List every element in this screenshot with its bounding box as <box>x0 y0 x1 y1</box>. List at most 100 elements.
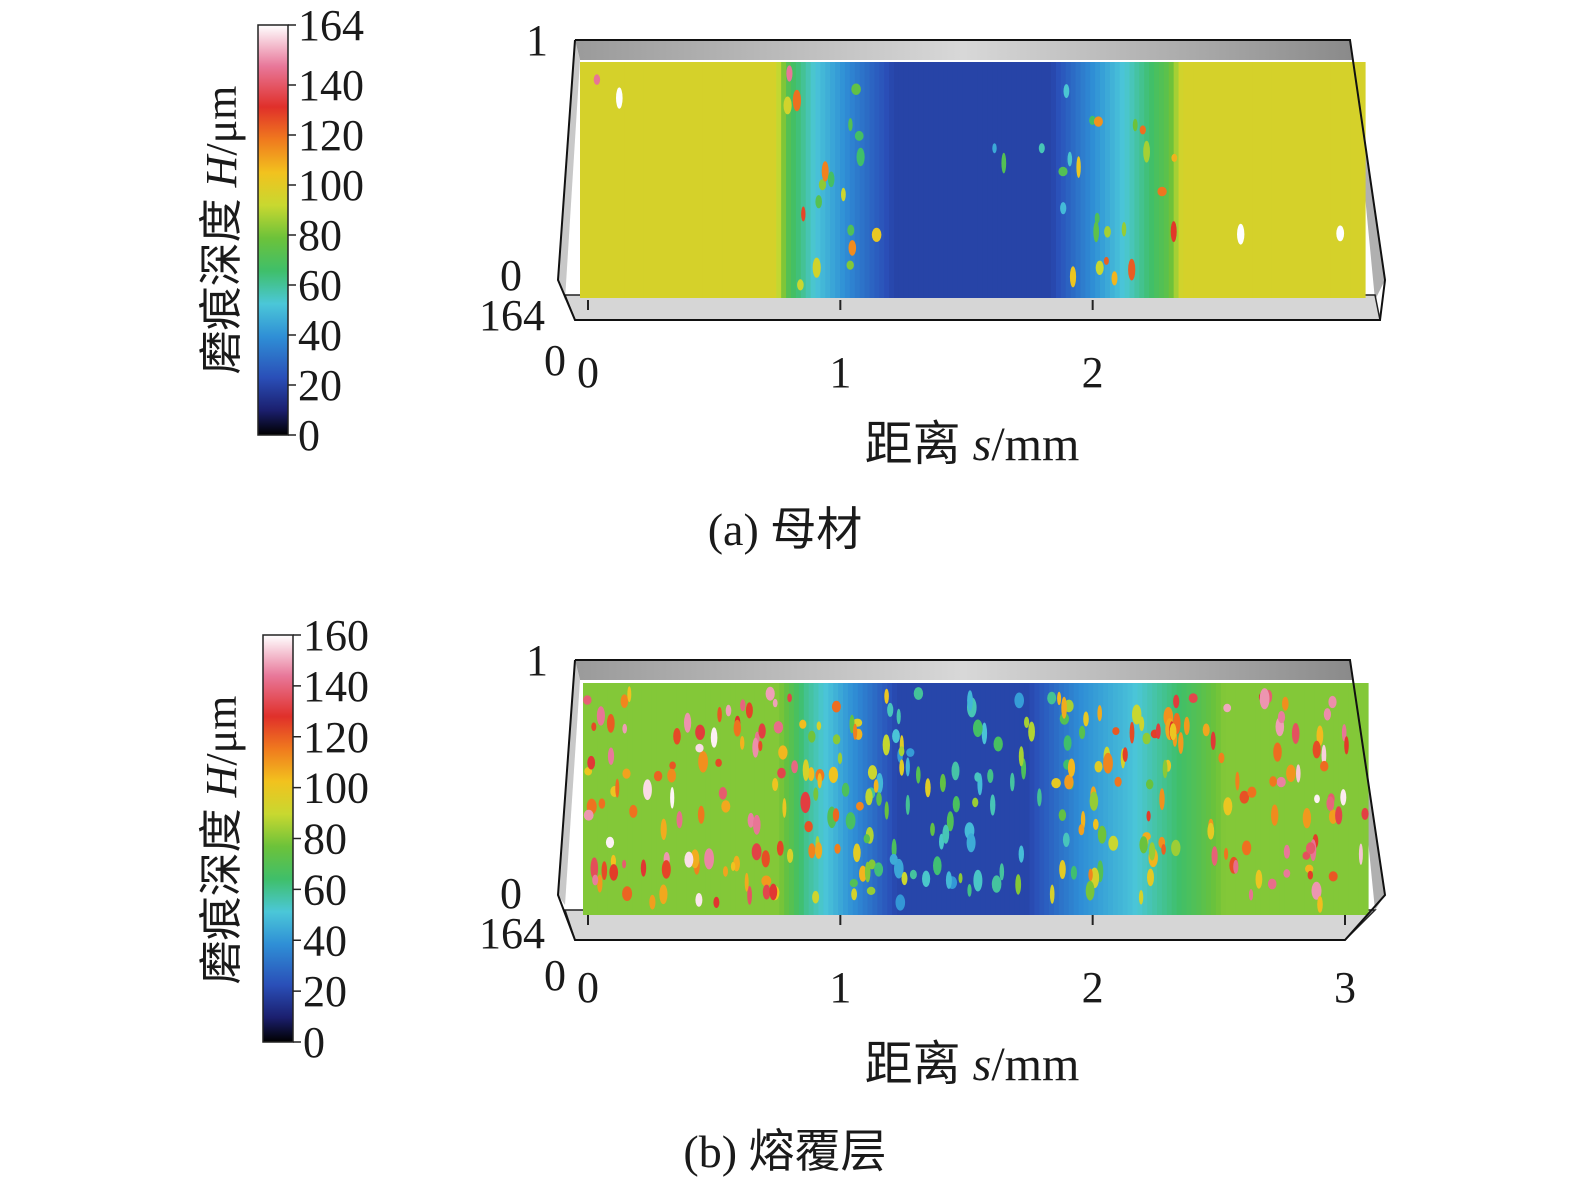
surface-peak <box>967 690 973 711</box>
surface-strip <box>681 683 687 915</box>
surface-strip <box>599 62 606 298</box>
surface-peak <box>1147 868 1154 887</box>
surface-strip <box>1070 62 1077 298</box>
surface-strip <box>1237 62 1243 298</box>
surface-peak <box>874 862 884 877</box>
surface-strip <box>1152 683 1158 915</box>
surface-strip <box>1345 62 1351 298</box>
surface-peak <box>791 760 798 774</box>
surface-strip <box>1250 683 1256 915</box>
surface-peak <box>853 843 861 863</box>
surface-peak <box>981 722 988 745</box>
surface-strip <box>678 62 684 298</box>
surface-peak <box>1335 806 1343 825</box>
surface-strip <box>668 62 674 298</box>
surface-peak <box>899 759 905 776</box>
surface-peak <box>684 851 694 868</box>
surface-strip <box>818 683 825 915</box>
surface-peak <box>1283 844 1290 859</box>
surface-strip <box>666 683 672 915</box>
panel-a: 164 140 120 100 80 60 40 20 0 磨痕深度 H/μm 1 0 164 … <box>0 0 1575 590</box>
surface-strip <box>1306 62 1312 298</box>
surface-strip <box>683 62 689 298</box>
surface-peak <box>1049 884 1055 904</box>
surface-peak <box>777 767 786 779</box>
surface-peak <box>1108 835 1119 851</box>
surface-strip <box>700 683 707 915</box>
surface-strip <box>624 62 630 298</box>
surface-strip <box>1212 62 1219 298</box>
surface-peak <box>1291 723 1300 744</box>
surface-peak <box>592 874 599 886</box>
surface-peak <box>895 894 906 911</box>
surface-peak <box>1114 776 1122 787</box>
x-tick-label: 1 <box>829 963 851 1012</box>
surface-strip <box>1276 62 1283 298</box>
surface-strip <box>1073 683 1080 915</box>
surface-strip <box>967 62 974 298</box>
surface-peak <box>1328 695 1337 709</box>
surface-peak <box>821 161 829 182</box>
surface-strip <box>759 683 766 915</box>
surface-peak <box>607 747 615 765</box>
surface-strip <box>941 683 947 915</box>
surface-peak <box>762 884 771 900</box>
surface-peak <box>841 187 846 202</box>
surface-peak <box>974 772 981 782</box>
surface-peak <box>725 704 732 717</box>
surface-strip <box>1129 62 1136 298</box>
surface-strip <box>722 62 728 298</box>
surface-strip <box>1348 683 1354 915</box>
surface-strip <box>661 683 668 915</box>
surface-strip <box>614 62 620 298</box>
surface-peak <box>740 736 745 750</box>
left-wall-b <box>558 660 580 905</box>
surface-peak <box>695 893 703 907</box>
surface-strip <box>1304 683 1310 915</box>
back-wall-a <box>575 40 1352 60</box>
surface-peak <box>1146 779 1154 790</box>
surface-peak <box>1058 809 1067 821</box>
colorbar-tick-label: 80 <box>303 815 347 864</box>
surface-strip <box>727 62 733 298</box>
surface-strip <box>1279 683 1286 915</box>
surface-peak <box>853 723 858 740</box>
surface-strip <box>936 683 942 915</box>
surface-strip <box>810 62 817 298</box>
surface-strip <box>1075 62 1082 298</box>
surface-strip <box>903 62 910 298</box>
surface-peak <box>1267 878 1277 890</box>
surface-strip <box>646 683 653 915</box>
surface-strip <box>1201 683 1207 915</box>
surface-strip <box>1260 683 1266 915</box>
surface-strip <box>872 683 878 915</box>
surface-peak <box>1139 125 1146 135</box>
surface-peak <box>1085 880 1095 901</box>
surface-peak <box>905 794 910 815</box>
surface-strip <box>898 62 905 298</box>
surface-strip <box>897 683 903 915</box>
surface-peak <box>922 870 931 887</box>
surface-strip <box>648 62 655 298</box>
surface-strip <box>795 62 802 298</box>
surface-peak <box>827 171 835 188</box>
surface-peak <box>1018 845 1024 863</box>
surface-strip <box>1350 62 1356 298</box>
x-axis-label-a: 距离 s/mm <box>865 418 1080 471</box>
surface-peak <box>773 721 784 734</box>
surface-strip <box>695 683 702 915</box>
surface-strip <box>607 683 614 915</box>
surface-peak <box>1171 839 1181 857</box>
surface-peak <box>787 693 792 703</box>
surface-strip <box>1024 683 1031 915</box>
surface-strip <box>1227 62 1234 298</box>
surface-strip <box>751 62 758 298</box>
surface-peak <box>1314 794 1320 804</box>
surface-peak <box>1276 776 1286 788</box>
surface-peak <box>1341 724 1347 742</box>
surface-strip <box>926 683 932 915</box>
surface-strip <box>1055 62 1062 298</box>
surface-peak <box>1188 693 1198 703</box>
x-tick-label: 3 <box>1334 963 1356 1012</box>
